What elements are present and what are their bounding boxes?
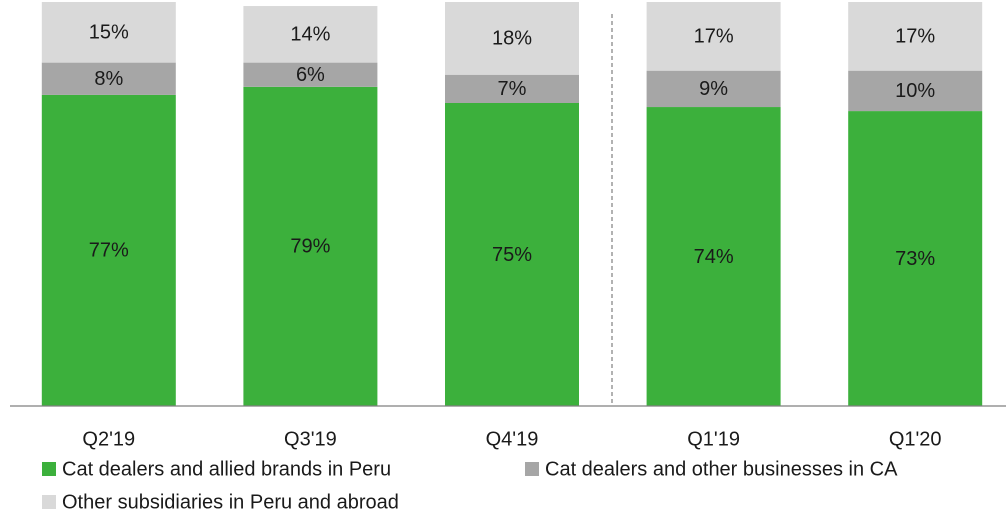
data-label: 73% [895, 248, 935, 270]
data-label: 6% [296, 64, 325, 86]
data-label: 18% [492, 28, 532, 50]
bar-segment [848, 2, 983, 71]
bar-segment [41, 94, 176, 407]
bar-segment [41, 62, 176, 95]
data-label: 74% [694, 246, 734, 268]
bar-segment [646, 70, 781, 108]
data-label: 8% [94, 68, 123, 90]
legend-swatch [42, 495, 56, 509]
bar-segment [848, 70, 983, 112]
bar-segment [41, 2, 176, 63]
x-tick-label: Q1'19 [687, 428, 740, 450]
bar-segment [848, 111, 983, 406]
x-tick-label: Q3'19 [284, 428, 337, 450]
data-label: 10% [895, 80, 935, 102]
legend-label: Cat dealers and allied brands in Peru [62, 458, 391, 480]
data-label: 77% [89, 240, 129, 262]
data-label: 79% [290, 236, 330, 258]
x-tick-label: Q1'20 [889, 428, 942, 450]
data-label: 75% [492, 244, 532, 266]
legend-label: Other subsidiaries in Peru and abroad [62, 491, 399, 513]
bar-segment [646, 2, 781, 71]
data-label: 7% [498, 78, 527, 100]
data-label: 9% [699, 78, 728, 100]
data-label: 15% [89, 22, 129, 44]
data-label: 17% [694, 26, 734, 48]
bar-segment [243, 6, 378, 63]
bar-segment [243, 62, 378, 87]
legend-swatch [42, 462, 56, 476]
bar-segment [445, 2, 579, 75]
x-tick-label: Q2'19 [82, 428, 135, 450]
data-label: 14% [290, 24, 330, 46]
bar-segment [243, 86, 378, 406]
x-tick-label: Q4'19 [486, 428, 539, 450]
legend-label: Cat dealers and other businesses in CA [545, 458, 898, 480]
data-label: 17% [895, 26, 935, 48]
legend-swatch [525, 462, 539, 476]
bar-segment [445, 74, 579, 103]
bar-segment [445, 103, 579, 406]
bar-segment [646, 107, 781, 406]
